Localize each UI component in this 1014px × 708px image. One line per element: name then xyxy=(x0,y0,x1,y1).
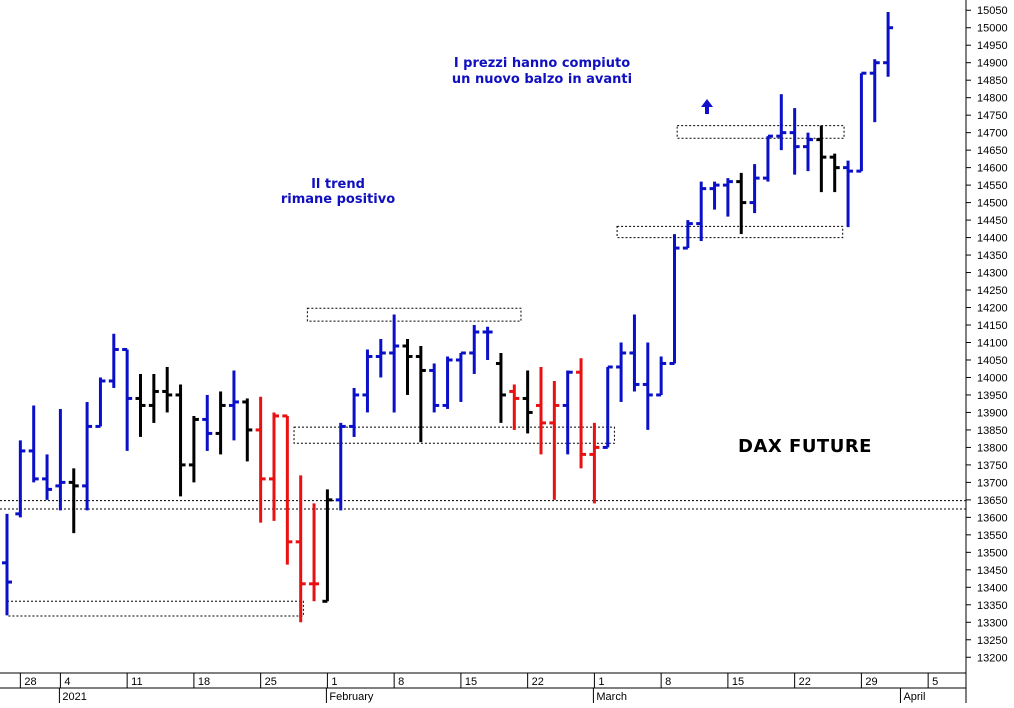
y-tick-label: 14600 xyxy=(977,163,1008,175)
y-tick-label: 13650 xyxy=(977,495,1008,507)
y-tick-label: 13700 xyxy=(977,477,1008,489)
x-tick-label: 18 xyxy=(198,676,210,688)
range-box xyxy=(293,426,615,444)
y-tick-label: 14800 xyxy=(977,93,1008,105)
x-tick-label: 15 xyxy=(732,676,744,688)
y-tick-label: 14950 xyxy=(977,40,1008,52)
y-tick-label: 13800 xyxy=(977,442,1008,454)
y-tick-label: 13500 xyxy=(977,547,1008,559)
y-tick-label: 14000 xyxy=(977,372,1008,384)
x-tick-label: 28 xyxy=(24,676,36,688)
x-tick-label: 4 xyxy=(64,676,70,688)
x-tick-label: 22 xyxy=(532,676,544,688)
y-tick-label: 13250 xyxy=(977,635,1008,647)
y-tick-label: 15000 xyxy=(977,23,1008,35)
x-tick-label: 1 xyxy=(598,676,604,688)
y-tick-label: 14450 xyxy=(977,215,1008,227)
y-tick-label: 13400 xyxy=(977,582,1008,594)
y-tick-label: 14350 xyxy=(977,250,1008,262)
annotation-prices-line1: I prezzi hanno compiuto xyxy=(454,56,630,71)
y-tick-label: 14400 xyxy=(977,233,1008,245)
y-tick-label: 13750 xyxy=(977,460,1008,472)
y-tick-label: 14850 xyxy=(977,75,1008,87)
x-tick-label: 29 xyxy=(865,676,877,688)
chart-title: DAX FUTURE xyxy=(738,436,872,457)
annotation-prices-line2: un nuovo balzo in avanti xyxy=(452,72,632,87)
month-label: 2021 xyxy=(62,691,86,703)
y-tick-label: 13200 xyxy=(977,652,1008,664)
y-tick-label: 14750 xyxy=(977,110,1008,122)
x-tick-label: 22 xyxy=(799,676,811,688)
range-box xyxy=(306,307,522,322)
x-tick-label: 15 xyxy=(465,676,477,688)
y-tick-label: 14200 xyxy=(977,303,1008,315)
month-label: April xyxy=(903,691,925,703)
y-tick-label: 13850 xyxy=(977,425,1008,437)
range-box xyxy=(6,600,304,617)
month-label: March xyxy=(596,691,627,703)
y-tick-label: 14300 xyxy=(977,268,1008,280)
range-box xyxy=(616,225,844,239)
annotation-trend-line1: Il trend xyxy=(311,177,365,192)
y-tick-label: 14550 xyxy=(977,180,1008,192)
y-tick-label: 14250 xyxy=(977,285,1008,297)
arrow-up-icon xyxy=(701,99,713,114)
y-tick-label: 13550 xyxy=(977,530,1008,542)
y-tick-label: 14700 xyxy=(977,128,1008,140)
month-label: February xyxy=(329,691,374,703)
y-tick-label: 13350 xyxy=(977,600,1008,612)
x-tick-label: 11 xyxy=(131,676,142,688)
y-tick-label: 13950 xyxy=(977,390,1008,402)
y-tick-label: 13900 xyxy=(977,407,1008,419)
y-tick-label: 13450 xyxy=(977,565,1008,577)
y-tick-label: 14500 xyxy=(977,198,1008,210)
y-tick-label: 14050 xyxy=(977,355,1008,367)
y-tick-label: 14900 xyxy=(977,58,1008,70)
x-tick-label: 1 xyxy=(331,676,337,688)
y-tick-label: 15050 xyxy=(977,5,1008,17)
y-tick-label: 14100 xyxy=(977,337,1008,349)
x-tick-label: 8 xyxy=(665,676,671,688)
x-tick-label: 25 xyxy=(265,676,277,688)
y-tick-label: 13600 xyxy=(977,512,1008,524)
x-tick-label: 8 xyxy=(398,676,404,688)
ohlc-bars xyxy=(2,11,894,623)
annotation-trend-line2: rimane positivo xyxy=(281,192,395,207)
y-tick-label: 14150 xyxy=(977,320,1008,332)
range-boxes xyxy=(0,125,966,617)
y-tick-label: 13300 xyxy=(977,617,1008,629)
annotations-layer: Il trend rimane positivo I prezzi hanno … xyxy=(281,56,872,457)
range-box xyxy=(676,125,845,139)
x-tick-label: 5 xyxy=(932,676,938,688)
y-tick-label: 14650 xyxy=(977,145,1008,157)
